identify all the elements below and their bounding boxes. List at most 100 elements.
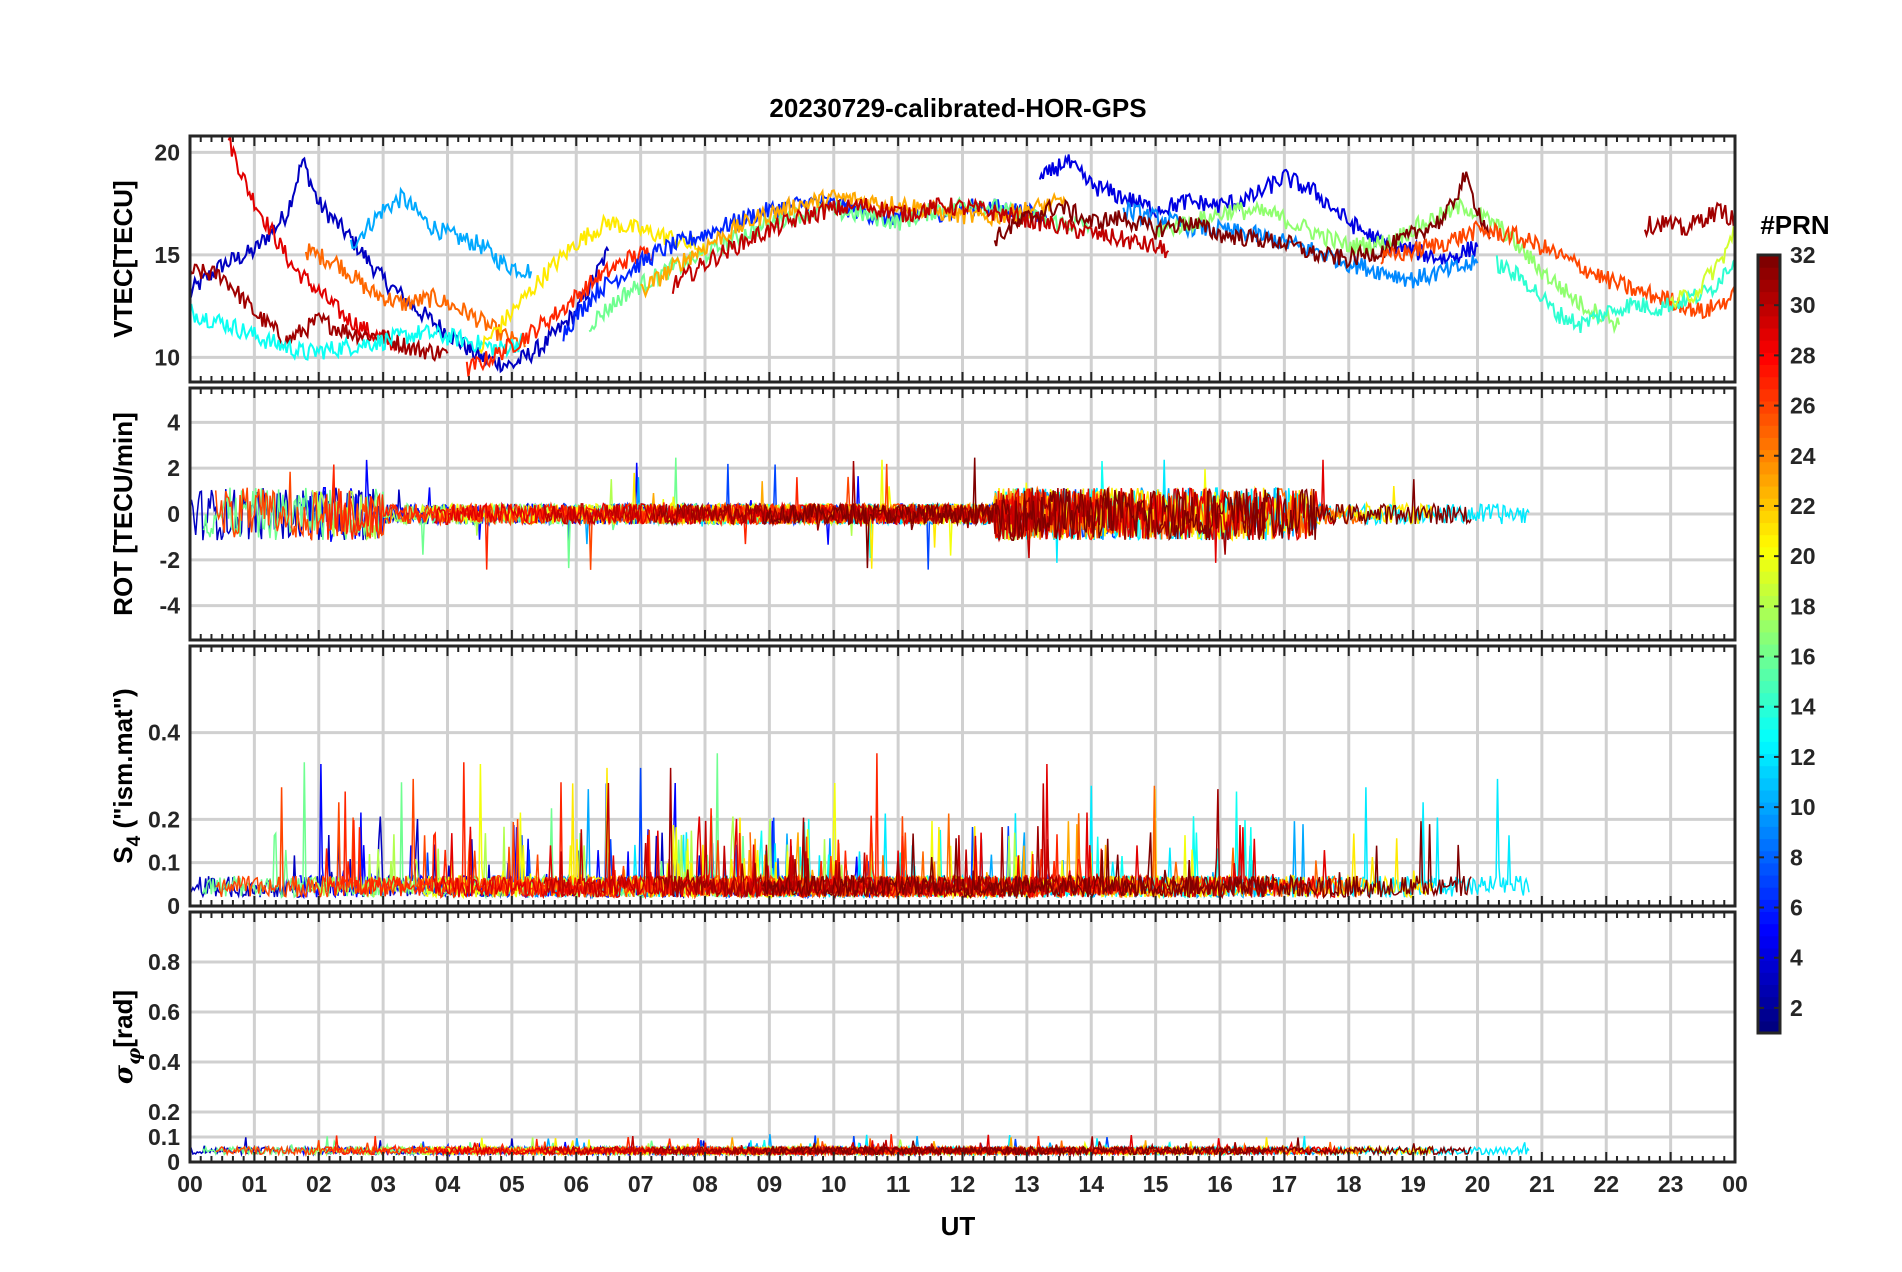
x-tick-label: 11 (886, 1171, 911, 1197)
chart-title: 20230729-calibrated-HOR-GPS (769, 93, 1146, 123)
series-line-prn-10 (349, 186, 533, 279)
y-tick-label: 0 (167, 893, 180, 919)
colorbar-segment (1758, 364, 1780, 378)
panel-1: 10 15 20 VTEC[TECU] (108, 134, 1737, 384)
colorbar-segment (1758, 279, 1780, 293)
y-tick-label: 2 (167, 455, 180, 481)
y-tick-label: 4 (167, 409, 180, 435)
colorbar-tick-label: 28 (1790, 342, 1816, 368)
series-line-prn-32 (762, 821, 1472, 900)
colorbar-segment (1758, 644, 1780, 657)
x-tick-label: 17 (1272, 1171, 1298, 1197)
colorbar-segment (1758, 571, 1780, 584)
series-line-prn-31 (1643, 201, 1735, 239)
colorbar-tick-label: 8 (1790, 844, 1803, 870)
series-line-prn-27 (465, 245, 655, 377)
x-tick-label: 16 (1207, 1171, 1233, 1197)
colorbar-segment (1758, 449, 1780, 463)
colorbar-tick-label: 18 (1790, 593, 1816, 619)
series-line-prn-30 (671, 197, 1170, 294)
x-tick-label: 15 (1143, 1171, 1169, 1197)
series-line-prn-31 (190, 263, 449, 362)
x-tick-labels: 00 01 02 03 04 05 06 07 08 09 10 11 12 13 14 15 16 17 18 19… (177, 1171, 1748, 1197)
colorbar-segment (1758, 473, 1780, 487)
colorbar-segment (1758, 461, 1780, 475)
colorbar-segment (1758, 534, 1780, 548)
colorbar-segment (1758, 510, 1780, 524)
colorbar-segment (1758, 680, 1780, 694)
colorbar-tick-label: 10 (1790, 794, 1816, 820)
colorbar-segment (1758, 874, 1780, 888)
x-tick-label: 00 (177, 1171, 203, 1197)
y-axis-label-sub: 4 (124, 835, 145, 846)
series-line-prn-21 (478, 213, 706, 355)
colorbar-segment (1758, 437, 1780, 451)
colorbar-segment (1758, 729, 1780, 742)
x-tick-label: 01 (242, 1171, 268, 1197)
series-group (190, 136, 1735, 377)
colorbar-segment (1758, 862, 1780, 876)
series-line-prn-19 (1669, 225, 1735, 310)
colorbar-segment (1758, 413, 1780, 426)
colorbar-tick-label: 16 (1790, 644, 1816, 670)
colorbar-segment (1758, 826, 1780, 840)
x-tick-label: 23 (1658, 1171, 1684, 1197)
y-axis-label: VTEC[TECU] (108, 180, 138, 337)
series-line-prn-32 (762, 1137, 1472, 1158)
colorbar-segment (1758, 704, 1780, 718)
x-tick-label: 05 (499, 1171, 525, 1197)
y-axis-label-sub: φ (123, 1048, 145, 1065)
colorbar-segment (1758, 960, 1780, 973)
x-tick-label: 22 (1593, 1171, 1619, 1197)
series-line-prn-32 (993, 171, 1492, 270)
colorbar-segment (1758, 753, 1780, 767)
colorbar-segment (1758, 522, 1780, 536)
colorbar-frame (1756, 253, 1782, 1035)
colorbar-segment (1758, 558, 1780, 572)
colorbar-segment (1758, 972, 1780, 985)
x-axis-label: UT (941, 1211, 976, 1241)
colorbar-segment (1758, 595, 1780, 609)
series-line-prn-32 (762, 457, 1472, 569)
y-tick-label: 20 (154, 139, 180, 165)
colorbar-tick-label: 4 (1790, 945, 1803, 971)
colorbar-segment (1758, 692, 1780, 706)
colorbar-tick-label: 22 (1790, 493, 1816, 519)
y-axis-label-main: σ (109, 1064, 139, 1084)
y-tick-label: 0.8 (148, 949, 180, 975)
colorbar-segment (1758, 838, 1780, 852)
colorbar-segment (1758, 583, 1780, 596)
colorbar-segment (1758, 814, 1780, 827)
colorbar-segment (1758, 400, 1780, 414)
colorbar-segment (1758, 777, 1780, 791)
panel-3: 00.10.20.4S4 ("ism.mat") (108, 644, 1737, 919)
colorbar-tick-label: 26 (1790, 393, 1816, 419)
x-tick-label: 07 (628, 1171, 654, 1197)
colorbar-segment (1758, 376, 1780, 390)
series-group (190, 1134, 1530, 1158)
series-group (190, 753, 1530, 900)
colorbar-segment (1758, 935, 1780, 949)
y-axis-label: σφ[rad] (108, 990, 145, 1084)
series-line-prn-16 (588, 196, 1092, 333)
colorbar-segment (1758, 716, 1780, 730)
y-tick-label: 0.2 (148, 1099, 180, 1125)
colorbar-segment (1758, 1008, 1780, 1022)
colorbar-segment (1758, 619, 1780, 633)
colorbar-segment (1758, 631, 1780, 645)
x-tick-label: 09 (757, 1171, 783, 1197)
y-tick-label: 10 (154, 344, 180, 370)
x-tick-label: 03 (370, 1171, 396, 1197)
colorbar-segment (1758, 388, 1780, 402)
y-tick-label: -2 (160, 547, 180, 573)
colorbar-tick-label: 30 (1790, 292, 1816, 318)
y-axis-label: S4 ("ism.mat") (108, 688, 145, 863)
colorbar-segment (1758, 656, 1780, 669)
panel-2: -4 -2 0 2 4 ROT [TECU/min] (108, 386, 1737, 642)
colorbar-segment (1758, 802, 1780, 815)
x-tick-label: 13 (1014, 1171, 1040, 1197)
colorbar-segment (1758, 887, 1780, 900)
colorbar-segment (1758, 899, 1780, 913)
